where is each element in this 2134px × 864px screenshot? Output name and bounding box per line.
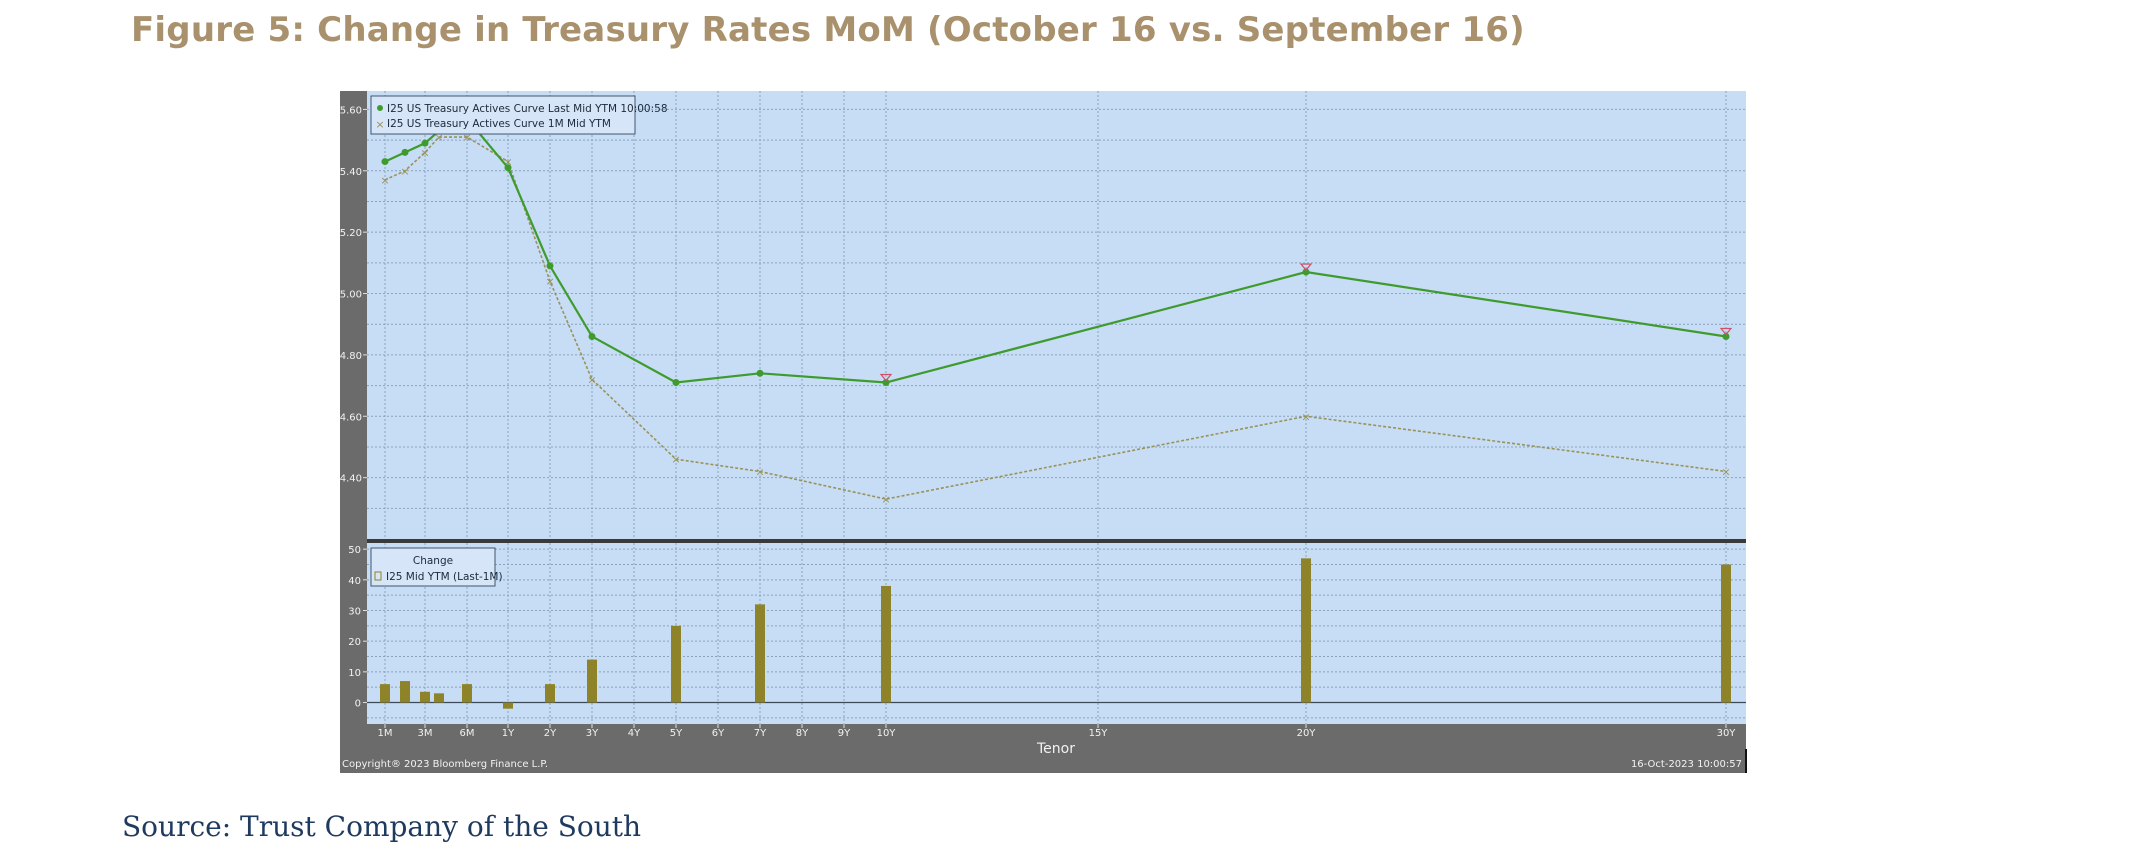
yield-curve-y-axis: 5.60 5.40 5.20 5.00 4.80 4.60 4.40: [340, 105, 367, 485]
data-point-last-mid-ytm: [421, 139, 429, 147]
data-point-1m-mid-ytm: ×: [587, 373, 596, 386]
change-bar: [881, 585, 891, 703]
data-point-last-mid-ytm: [401, 148, 409, 156]
x-tick-label: 10Y: [877, 728, 897, 739]
x-tick-label: 8Y: [796, 728, 809, 739]
legend-label: I25 Mid YTM (Last-1M): [386, 571, 503, 583]
legend-box: [370, 547, 496, 587]
data-point-1m-mid-ytm: ×: [755, 465, 764, 478]
y-tick-label: 4.80: [340, 351, 362, 362]
legend-swatch-change: [374, 571, 382, 581]
legend-box: [370, 95, 636, 135]
legend-label: I25 US Treasury Actives Curve 1M Mid YTM: [387, 118, 611, 130]
x-tick-label: 1Y: [502, 728, 515, 739]
source-note: Source: Trust Company of the South: [122, 810, 642, 843]
x-tick-label: 2Y: [544, 728, 557, 739]
x-tick-label: 1M: [378, 728, 393, 739]
legend-label: I25 US Treasury Actives Curve Last Mid Y…: [387, 103, 668, 115]
yield-curve-grid: [367, 91, 1746, 539]
y-tick-label: 5.00: [340, 290, 362, 301]
x-tick-label: 5Y: [670, 728, 683, 739]
x-tick-label: 15Y: [1089, 728, 1109, 739]
y-tick-label: 5.60: [340, 105, 362, 116]
x-tick-label: 7Y: [754, 728, 767, 739]
legend-marker-1m: ×: [375, 118, 384, 131]
data-point-last-mid-ytm: [504, 164, 512, 172]
x-axis-frame: 1M 3M 6M 1Y 2Y 3Y 4Y 5Y 6Y 7Y 8Y 9Y 10Y 15Y 20Y 30Y Teno…: [342, 724, 1747, 773]
data-point-last-mid-ytm: [1302, 268, 1310, 276]
yield-curve-legend: I25 US Treasury Actives Curve Last Mid Y…: [370, 95, 668, 135]
legend-marker-last: [377, 105, 383, 111]
data-point-1m-mid-ytm: ×: [420, 146, 429, 159]
copyright-text: Copyright® 2023 Bloomberg Finance L.P.: [342, 759, 548, 770]
y-tick-label: 0: [355, 699, 361, 710]
data-point-last-mid-ytm: [882, 379, 890, 387]
x-tick-label: 6Y: [712, 728, 725, 739]
data-point-1m-mid-ytm: ×: [671, 453, 680, 466]
change-bar: [420, 691, 430, 703]
y-tick-label: 50: [348, 545, 361, 556]
x-tick-label: 20Y: [1297, 728, 1317, 739]
point-marker-icon: [1719, 327, 1733, 336]
data-point-last-mid-ytm: [1722, 332, 1730, 340]
data-point-last-mid-ytm: [546, 262, 554, 270]
data-point-1m-mid-ytm: ×: [1301, 410, 1310, 423]
panel-divider: [367, 539, 1746, 543]
point-marker-icon: [879, 373, 893, 382]
x-axis-label: Tenor: [1036, 741, 1075, 757]
y-tick-label: 4.40: [340, 474, 362, 485]
x-tick-label: 9Y: [838, 728, 851, 739]
y-tick-label: 4.60: [340, 412, 362, 423]
data-point-1m-mid-ytm: ×: [434, 131, 443, 144]
change-legend: Change I25 Mid YTM (Last-1M): [370, 547, 503, 587]
change-plot-area: [367, 543, 1746, 724]
change-bar: [462, 684, 472, 703]
legend-title: Change: [413, 555, 453, 567]
y-tick-label: 10: [348, 668, 361, 679]
x-tick-label: 30Y: [1717, 728, 1737, 739]
data-point-1m-mid-ytm: ×: [462, 131, 471, 144]
change-bar: [671, 625, 681, 703]
x-tick-label: 6M: [460, 728, 475, 739]
change-y-axis: 50 40 30 20 10 0: [348, 545, 367, 710]
data-point-last-mid-ytm: [588, 332, 596, 340]
x-tick-label: 3M: [418, 728, 433, 739]
x-tick-label: 3Y: [586, 728, 599, 739]
change-bar: [400, 681, 411, 703]
data-point-last-mid-ytm: [672, 379, 680, 387]
change-bar: [587, 659, 597, 703]
y-tick-label: 5.40: [340, 167, 362, 178]
y-tick-label: 20: [348, 637, 361, 648]
change-bars: [380, 558, 1731, 709]
data-point-1m-mid-ytm: ×: [1721, 465, 1730, 478]
change-panel: 50 40 30 20 10 0 Change I25 Mid YTM (Last-1M): [348, 543, 1746, 724]
data-point-1m-mid-ytm: ×: [881, 493, 890, 506]
series-line-1m-mid-ytm: [384, 136, 1727, 500]
y-tick-label: 30: [348, 606, 361, 617]
y-tick-label: 5.20: [340, 228, 362, 239]
figure-title: Figure 5: Change in Treasury Rates MoM (…: [131, 10, 1525, 50]
change-bar: [380, 684, 390, 703]
data-point-1m-mid-ytm: ×: [400, 165, 409, 178]
timestamp-text: 16-Oct-2023 10:00:57: [1631, 759, 1742, 770]
x-tick-label: 4Y: [628, 728, 641, 739]
data-point-1m-mid-ytm: ×: [380, 174, 389, 187]
change-bar: [1721, 564, 1731, 703]
yield-curve-panel: 5.605.405.205.004.804.604.40 ×××× ×××××××…: [340, 91, 1746, 539]
y-tick-label: 40: [348, 576, 361, 587]
data-point-last-mid-ytm: [756, 369, 764, 377]
point-marker-icon: [1299, 263, 1313, 271]
data-point-last-mid-ytm: [381, 158, 389, 166]
yield-curve-series: × × × × × × × × × × × × ×: [380, 115, 1733, 506]
data-point-1m-mid-ytm: ×: [503, 156, 512, 169]
change-bar: [1301, 558, 1311, 703]
change-bar: [503, 702, 513, 709]
yield-curve-plot-area: [367, 91, 1746, 539]
data-point-1m-mid-ytm: ×: [545, 275, 554, 288]
change-bar: [433, 693, 444, 703]
change-bar: [545, 684, 555, 703]
change-bar: [755, 604, 765, 703]
